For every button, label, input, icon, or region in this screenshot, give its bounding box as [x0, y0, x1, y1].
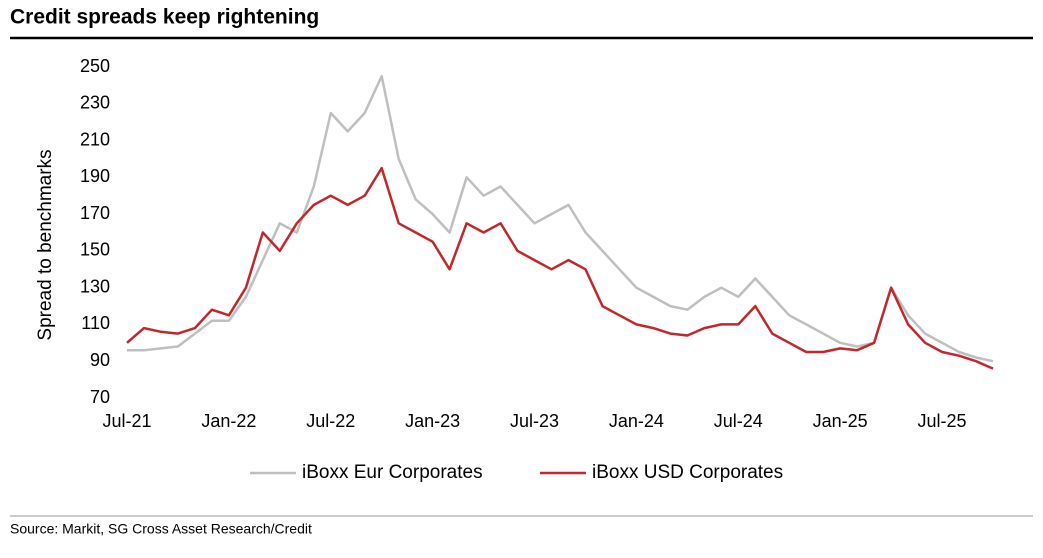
x-tick-label: Jan-24 — [609, 411, 664, 431]
y-tick-label: 250 — [80, 56, 110, 76]
x-tick-label: Jul-24 — [714, 411, 763, 431]
x-tick-label: Jan-22 — [201, 411, 256, 431]
y-tick-label: 90 — [90, 350, 110, 370]
x-tick-label: Jul-23 — [510, 411, 559, 431]
y-tick-label: 230 — [80, 93, 110, 113]
y-axis-label: Spread to benchmarks — [35, 149, 56, 340]
x-tick-label: Jul-21 — [102, 411, 151, 431]
chart-title: Credit spreads keep rightening — [10, 6, 319, 29]
y-tick-label: 70 — [90, 387, 110, 407]
series-line — [127, 74, 994, 363]
series-line — [126, 166, 994, 370]
legend-label: iBoxx USD Corporates — [592, 462, 783, 483]
x-tick-label: Jan-23 — [405, 411, 460, 431]
y-tick-label: 150 — [80, 240, 110, 260]
legend-label: iBoxx Eur Corporates — [302, 462, 483, 483]
x-tick-label: Jul-22 — [306, 411, 355, 431]
source: Source: Markit, SG Cross Asset Research/… — [10, 521, 312, 537]
y-tick-label: 170 — [80, 203, 110, 223]
x-tick-label: Jul-25 — [918, 411, 967, 431]
y-tick-label: 130 — [80, 276, 110, 296]
y-tick-label: 110 — [81, 313, 110, 333]
y-tick-label: 210 — [80, 129, 110, 149]
y-tick-label: 190 — [80, 166, 110, 186]
x-tick-label: Jan-25 — [813, 411, 868, 431]
